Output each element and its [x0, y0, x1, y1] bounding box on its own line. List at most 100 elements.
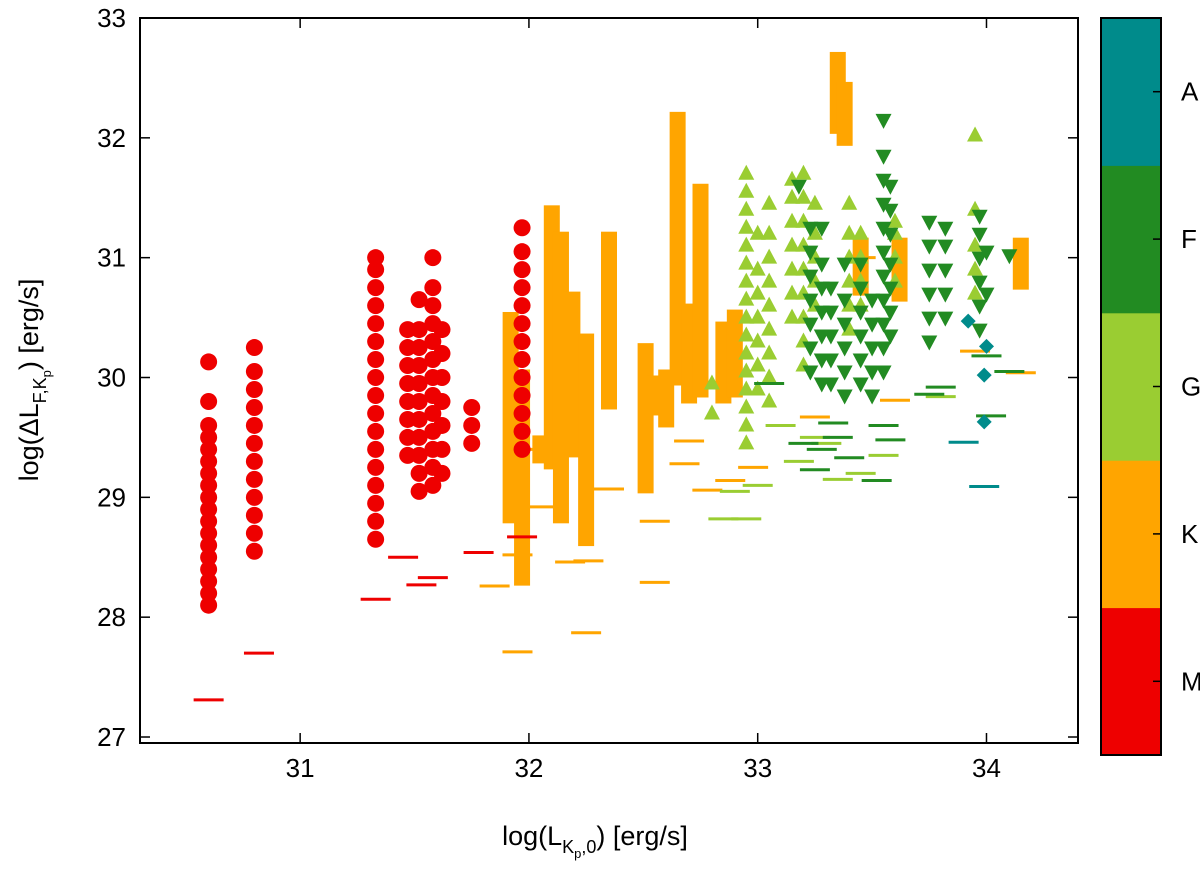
x-axis-label-sub2: ,0	[581, 837, 596, 857]
flare-point-g	[738, 380, 755, 396]
flare-point-g	[967, 236, 984, 252]
flare-point-a	[978, 338, 994, 354]
flare-point-m	[367, 279, 385, 297]
flare-point-f	[802, 269, 819, 285]
flare-point-f	[921, 287, 938, 303]
flare-point-g	[761, 272, 778, 288]
flare-point-f	[864, 341, 881, 357]
flare-point-f	[836, 257, 853, 273]
flare-point-m	[245, 380, 263, 398]
flare-point-f	[822, 377, 839, 393]
x-axis-label-subsub: p	[574, 846, 581, 861]
flare-point-f	[921, 335, 938, 351]
flare-point-m	[424, 279, 442, 297]
flare-point-f	[875, 113, 892, 129]
x-tick-label: 33	[743, 753, 772, 783]
flare-point-m	[245, 542, 263, 560]
flare-point-f	[882, 281, 899, 297]
flare-point-a	[960, 313, 976, 329]
flare-point-m	[513, 386, 531, 404]
flare-point-m	[200, 536, 218, 554]
flare-point-m	[433, 440, 451, 458]
flare-point-m	[200, 524, 218, 542]
flare-point-f	[937, 263, 954, 279]
flare-point-m	[410, 374, 428, 392]
flare-point-m	[424, 297, 442, 315]
flare-point-f	[852, 305, 869, 321]
flare-point-g	[761, 248, 778, 264]
flare-point-g	[784, 236, 801, 252]
x-axis-label-sub: K	[562, 837, 574, 857]
flare-range-k	[726, 309, 743, 398]
flare-point-g	[784, 284, 801, 300]
flare-point-g	[761, 344, 778, 360]
flare-point-g	[784, 308, 801, 324]
flare-point-f	[852, 329, 869, 345]
flare-point-m	[367, 422, 385, 440]
y-tick-label: 28	[97, 602, 126, 632]
flare-point-m	[200, 596, 218, 614]
flare-point-m	[200, 560, 218, 578]
flare-point-f	[875, 245, 892, 261]
flare-point-f	[875, 149, 892, 165]
flare-point-g	[738, 200, 755, 216]
flare-point-f	[937, 221, 954, 237]
flare-point-m	[433, 416, 451, 434]
flare-point-m	[433, 345, 451, 363]
flare-point-m	[200, 500, 218, 518]
x-axis-label-pre: log(L	[502, 821, 562, 851]
y-tick-label: 32	[97, 123, 126, 153]
flare-point-m	[200, 464, 218, 482]
y-axis-label-pre: log(ΔL	[14, 403, 44, 481]
x-tick-label: 31	[286, 753, 315, 783]
flare-point-m	[513, 279, 531, 297]
flare-point-f	[813, 221, 830, 237]
flare-point-m	[410, 410, 428, 428]
flare-point-m	[513, 243, 531, 261]
flare-point-m	[433, 369, 451, 387]
flare-point-f	[971, 227, 988, 243]
flare-point-m	[513, 422, 531, 440]
flare-point-m	[367, 297, 385, 315]
flare-point-f	[813, 257, 830, 273]
flare-point-f	[978, 287, 995, 303]
y-axis-label: log(ΔLF,Kp) [erg/s]	[14, 279, 54, 482]
flare-point-f	[822, 281, 839, 297]
colorbar-label-f: F	[1181, 224, 1197, 254]
flare-range-k	[601, 231, 617, 410]
flare-point-f	[875, 317, 892, 333]
flare-point-f	[978, 245, 995, 261]
flare-point-m	[367, 530, 385, 548]
flare-point-g	[852, 224, 869, 240]
flare-point-f	[836, 293, 853, 309]
flare-point-m	[200, 476, 218, 494]
flare-point-m	[463, 398, 481, 416]
flare-point-f	[937, 239, 954, 255]
spectral-type-colorbar: M K G F A	[1100, 17, 1200, 756]
flare-point-f	[875, 341, 892, 357]
flare-range-k	[692, 183, 709, 398]
colorbar-segment-a	[1101, 18, 1161, 166]
flare-point-g	[795, 188, 812, 204]
flare-point-g	[738, 326, 755, 342]
colorbar-frame	[1100, 17, 1162, 756]
flare-point-m	[245, 416, 263, 434]
flare-point-m	[200, 428, 218, 446]
flare-range-k	[1012, 237, 1029, 290]
flare-point-m	[245, 398, 263, 416]
flare-point-f	[802, 341, 819, 357]
flare-point-f	[875, 365, 892, 381]
flare-point-m	[463, 416, 481, 434]
flare-point-f	[971, 251, 988, 267]
flare-point-g	[738, 344, 755, 360]
y-axis-label-subsub: p	[39, 370, 54, 377]
flare-point-g	[738, 182, 755, 198]
x-tick-label: 34	[972, 753, 1001, 783]
flare-point-f	[802, 221, 819, 237]
flare-point-m	[513, 351, 531, 369]
flare-point-m	[367, 315, 385, 333]
flare-point-m	[410, 428, 428, 446]
flare-point-m	[463, 434, 481, 452]
flare-point-m	[245, 470, 263, 488]
flare-point-m	[410, 482, 428, 500]
